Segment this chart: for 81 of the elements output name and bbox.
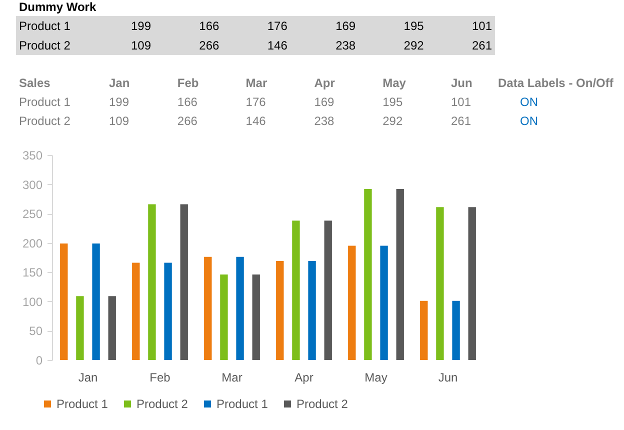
text: 176 (267, 19, 288, 33)
text: Data Labels - On/Off (498, 76, 614, 90)
bar (292, 220, 300, 360)
text: 101 (472, 19, 492, 33)
category-label: Mar (246, 76, 268, 90)
text: Product 1 (19, 19, 71, 33)
bar (92, 243, 100, 360)
text: 169 (336, 19, 356, 33)
data-label: 166 (177, 95, 198, 109)
bar (164, 262, 172, 360)
data-label: 101 (451, 95, 472, 109)
y-tick-label: 300 (22, 178, 43, 192)
bar (436, 207, 444, 360)
text: ON (520, 95, 538, 109)
y-tick-label: 200 (22, 236, 43, 250)
x-tick-label: Jun (438, 370, 458, 384)
bar (468, 207, 476, 360)
y-tick-label: 0 (36, 354, 43, 368)
bar (76, 296, 84, 360)
bar (364, 188, 372, 360)
data-label: 169 (314, 95, 335, 109)
text: 261 (472, 38, 492, 52)
category-label: May (382, 76, 406, 90)
bar (452, 300, 460, 360)
data-label: 261 (451, 114, 472, 128)
data-label: 266 (177, 114, 198, 128)
y-tick-label: 350 (22, 148, 43, 162)
text: Dummy Work (19, 0, 96, 14)
y-tick-label: 250 (22, 207, 43, 222)
x-tick-label: May (364, 370, 388, 384)
text: Sales (19, 76, 51, 90)
bar (204, 256, 212, 360)
bar (180, 204, 188, 360)
text: ON (520, 114, 538, 128)
bar (252, 274, 260, 360)
text: 238 (336, 38, 356, 52)
x-tick-label: Jan (78, 370, 98, 384)
data-label: 238 (314, 114, 335, 128)
data-label: 195 (382, 95, 403, 109)
text: Product 2 (19, 38, 71, 52)
bar (108, 296, 116, 360)
y-tick-label: 150 (22, 266, 43, 280)
bar (380, 246, 388, 360)
legend-label: Product 1 (216, 397, 268, 411)
bar (132, 262, 140, 360)
category-label: Jun (451, 76, 472, 90)
text: 146 (267, 38, 288, 52)
bar (348, 246, 356, 360)
text: 292 (404, 38, 424, 52)
bar (276, 261, 284, 360)
x-tick-label: Feb (150, 370, 171, 384)
text: 166 (199, 19, 220, 33)
category-label: Apr (314, 76, 335, 90)
bar (396, 188, 404, 360)
text: 266 (199, 38, 220, 52)
bar (308, 261, 316, 360)
data-label: 199 (109, 95, 130, 109)
x-tick-label: Apr (294, 370, 314, 384)
text: Product 1 (19, 95, 70, 109)
y-tick-label: 50 (29, 324, 43, 338)
legend-label: Product 2 (136, 397, 188, 411)
text: 195 (404, 19, 424, 33)
data-label: 292 (382, 114, 403, 128)
category-label: Jan (109, 76, 130, 90)
bar (220, 274, 228, 360)
bar (324, 220, 332, 360)
text: 109 (130, 38, 152, 52)
bar (420, 300, 428, 360)
y-tick-label: 100 (22, 294, 43, 309)
category-label: Feb (177, 76, 199, 90)
x-tick-label: Mar (222, 370, 242, 384)
data-label: 146 (246, 114, 266, 128)
bar (60, 243, 68, 360)
text: 199 (130, 19, 152, 33)
text: Product 2 (19, 114, 70, 128)
data-label: 109 (109, 114, 130, 128)
data-label: 176 (246, 95, 266, 109)
bar (148, 204, 156, 360)
legend-label: Product 1 (56, 397, 108, 411)
legend-label: Product 2 (296, 397, 348, 411)
bar (236, 256, 244, 360)
